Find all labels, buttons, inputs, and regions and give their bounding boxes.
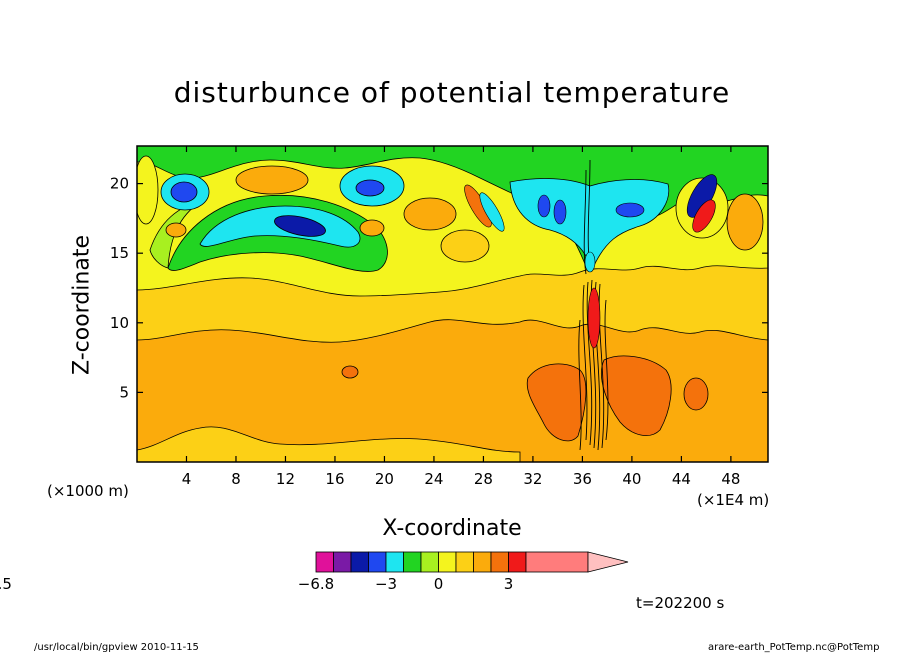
field-blue-r3 <box>615 202 645 218</box>
y-tick-label: 5 <box>119 383 129 401</box>
colorbar-tick-label: −6.8 <box>298 575 334 593</box>
colorbar-tick-label: 3 <box>504 575 514 593</box>
colorbar-swatch <box>508 551 527 573</box>
field-darkorange-small <box>683 377 709 411</box>
field-darkorange-right <box>601 355 672 436</box>
x-axis-label: X-coordinate <box>382 516 522 541</box>
temperature-field <box>137 146 768 462</box>
x-tick-label: 8 <box>231 470 241 488</box>
colorbar-tick-label: −3 <box>375 575 397 593</box>
x-tick-label: 40 <box>622 470 641 488</box>
colorbar-swatch <box>438 551 457 573</box>
field-convective-column <box>578 159 609 451</box>
field-blue-r2 <box>553 199 567 225</box>
chart-title: disturbunce of potential temperature <box>173 76 731 109</box>
y-tick-label: 15 <box>110 244 129 262</box>
field-orange-top <box>235 165 309 195</box>
colorbar-swatch <box>490 551 509 573</box>
colorbar-swatch <box>315 551 334 573</box>
y-tick-label: 10 <box>110 314 129 332</box>
field-layer-green <box>137 146 768 265</box>
colorbar-swatch <box>350 551 369 573</box>
x-tick-label: 12 <box>276 470 295 488</box>
plot-frame <box>136 145 769 463</box>
field-orange-a <box>165 222 187 238</box>
colorbar-extend-arrow <box>587 551 629 573</box>
field-darkorange-center <box>526 363 587 442</box>
colorbar-swatch <box>333 551 352 573</box>
x-axis-unit-right: (×1E4 m) <box>697 491 770 509</box>
field-orange-right <box>726 193 764 251</box>
x-tick-label: 48 <box>721 470 740 488</box>
x-tick-label: 32 <box>523 470 542 488</box>
x-axis-unit-left: (×1000 m) <box>47 482 129 500</box>
colorbar: −6.8 −3 0 3 8.5 <box>0 551 629 593</box>
x-tick-label: 16 <box>325 470 344 488</box>
colorbar-swatch <box>368 551 387 573</box>
colorbar-swatch <box>455 551 474 573</box>
colorbar-tick-label: 8.5 <box>0 575 12 593</box>
time-label: t=202200 s <box>636 594 725 612</box>
colorbar-swatch <box>385 551 404 573</box>
colorbar-swatch <box>420 551 439 573</box>
field-cyan-column <box>584 251 596 273</box>
y-axis: 5 10 15 20 <box>110 175 768 401</box>
colorbar-swatch <box>473 551 492 573</box>
x-tick-label: 4 <box>182 470 192 488</box>
field-blue-r1 <box>537 194 551 218</box>
field-blue-cell <box>274 215 326 237</box>
field-orange-c <box>403 197 457 231</box>
footer-right: arare-earth_PotTemp.nc@PotTemp <box>708 642 880 653</box>
x-tick-label: 28 <box>474 470 493 488</box>
field-orange-spot <box>341 365 359 379</box>
field-orange-b <box>359 219 385 237</box>
field-blue-mid <box>355 179 385 197</box>
field-blue-left <box>170 181 198 203</box>
colorbar-swatch <box>403 551 422 573</box>
x-axis: 4 8 12 16 20 24 28 32 36 40 44 48 <box>182 146 740 488</box>
field-yellow-left <box>137 155 159 225</box>
x-tick-label: 44 <box>672 470 691 488</box>
x-tick-label: 20 <box>375 470 394 488</box>
field-layer-surface <box>137 426 521 462</box>
field-wave-b <box>479 192 505 232</box>
footer-left: /usr/local/bin/gpview 2010-11-15 <box>34 642 199 653</box>
field-red-dipole <box>692 199 716 233</box>
colorbar-swatch <box>525 551 589 573</box>
colorbar-tick-label: 0 <box>434 575 444 593</box>
x-tick-label: 24 <box>424 470 443 488</box>
field-red-column <box>587 287 601 349</box>
y-tick-label: 20 <box>110 175 129 193</box>
field-orange-d <box>440 229 490 263</box>
x-tick-label: 36 <box>573 470 592 488</box>
